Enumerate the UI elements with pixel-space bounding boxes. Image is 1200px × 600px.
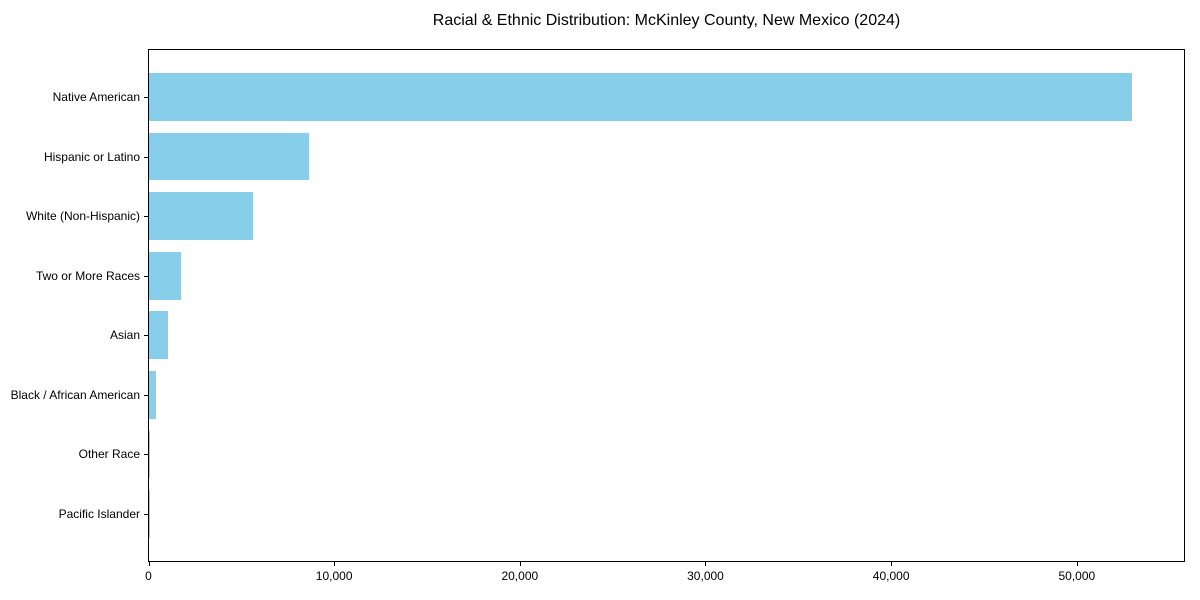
y-tick-label-white-non-hispanic: White (Non-Hispanic) [25, 209, 140, 224]
chart-title: Racial & Ethnic Distribution: McKinley C… [432, 12, 901, 29]
x-tick-label-0: 0 [145, 569, 152, 583]
x-axis-tick [334, 562, 335, 566]
plot-area [148, 49, 1185, 562]
x-tick-label-30-000: 30,000 [687, 569, 724, 583]
x-axis-tick [705, 562, 706, 566]
x-axis-tick [520, 562, 521, 566]
y-tick-label-two-or-more-races: Two or More Races [35, 268, 140, 283]
x-axis-tick [891, 562, 892, 566]
y-axis-tick [144, 216, 148, 217]
bar-white-non-hispanic [149, 192, 253, 240]
bar-two-or-more-races [149, 251, 181, 300]
bar-black-african-american [149, 371, 157, 419]
y-axis-tick [144, 97, 148, 98]
y-tick-label-other-race: Other Race [78, 447, 140, 462]
bar-native-american [149, 73, 1133, 121]
y-tick-label-asian: Asian [109, 328, 140, 343]
x-axis-tick [149, 562, 150, 566]
x-tick-label-20-000: 20,000 [501, 569, 539, 583]
x-tick-label-10-000: 10,000 [315, 569, 353, 583]
y-tick-label-black-african-american: Black / African American [10, 387, 140, 402]
bar-other-race [149, 430, 151, 479]
y-axis-tick [144, 395, 148, 396]
y-axis-tick [144, 454, 148, 455]
y-tick-label-pacific-islander: Pacific Islander [58, 506, 140, 521]
y-tick-label-native-american: Native American [52, 90, 140, 105]
bar-pacific-islander [149, 490, 150, 538]
y-axis-tick [144, 335, 148, 336]
y-axis-tick [144, 276, 148, 277]
x-axis-tick [1077, 562, 1078, 566]
bar-asian [149, 311, 168, 360]
x-tick-label-40-000: 40,000 [872, 569, 910, 583]
y-tick-label-hispanic-or-latino: Hispanic or Latino [43, 149, 140, 164]
bar-hispanic-or-latino [149, 132, 309, 181]
y-axis-tick [144, 157, 148, 158]
y-axis-tick [144, 514, 148, 515]
x-tick-label-50-000: 50,000 [1058, 569, 1096, 583]
